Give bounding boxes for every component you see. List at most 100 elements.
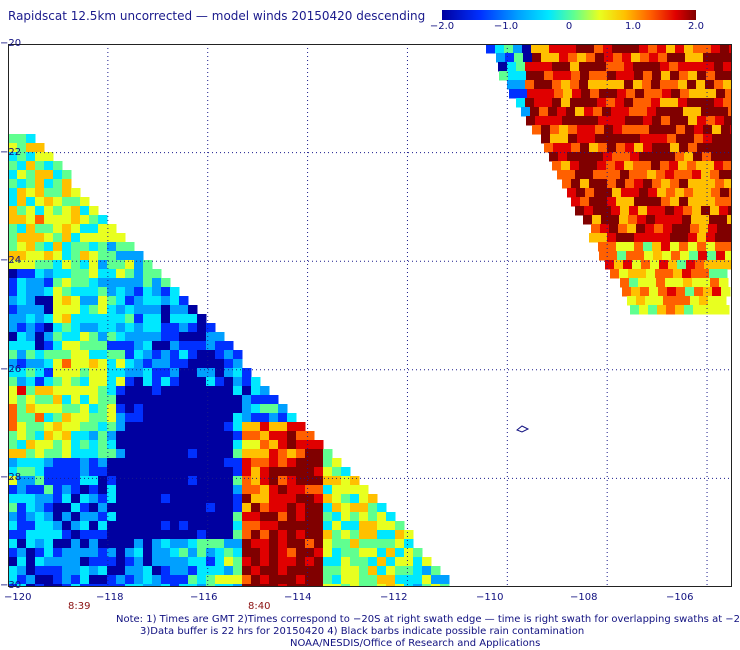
- swath-cell: [508, 71, 518, 81]
- swath-cell: [350, 557, 360, 567]
- swath-cell: [251, 548, 261, 558]
- swath-cell: [635, 251, 645, 261]
- swath-cell: [53, 476, 63, 486]
- swath-cell: [134, 332, 144, 342]
- swath-cell: [107, 233, 117, 243]
- swath-cell: [721, 125, 731, 135]
- swath-cell: [251, 566, 261, 576]
- swath-cell: [709, 269, 719, 279]
- swath-cell: [134, 386, 144, 396]
- swath-cell: [620, 206, 630, 216]
- swath-cell: [152, 548, 162, 558]
- swath-cell: [633, 161, 643, 171]
- swath-cell: [715, 197, 725, 207]
- swath-cell: [706, 116, 716, 126]
- swath-cell: [685, 134, 695, 144]
- swath-cell: [98, 431, 108, 441]
- swath-cell: [607, 71, 617, 81]
- swath-cell: [260, 503, 270, 513]
- swath-cell: [35, 458, 45, 468]
- swath-cell: [543, 80, 553, 90]
- swath-cell: [53, 413, 63, 423]
- swath-cell: [62, 269, 72, 279]
- swath-cell: [684, 152, 694, 162]
- swath-cell: [296, 539, 306, 549]
- swath-cell: [422, 557, 432, 567]
- swath-cell: [624, 80, 634, 90]
- swath-cell: [721, 134, 731, 144]
- swath-cell: [44, 512, 54, 522]
- swath-cell: [278, 494, 288, 504]
- swath-cell: [377, 530, 387, 540]
- swath-cell: [688, 71, 698, 81]
- swath-cell: [98, 242, 108, 252]
- swath-cell: [98, 224, 108, 234]
- swath-cell: [53, 332, 63, 342]
- swath-cell: [80, 521, 90, 531]
- swath-cell: [35, 350, 45, 360]
- swath-cell: [17, 287, 27, 297]
- swath-cell: [62, 521, 72, 531]
- swath-cell: [696, 80, 706, 90]
- swath-cell: [44, 467, 54, 477]
- swath-cell: [17, 233, 27, 243]
- swath-cell: [629, 278, 639, 288]
- swath-cell: [134, 449, 144, 459]
- swath-cell: [296, 440, 306, 450]
- swath-cell: [697, 179, 707, 189]
- swath-cell: [134, 305, 144, 315]
- swath-cell: [44, 413, 54, 423]
- swath-cell: [314, 512, 324, 522]
- swath-cell: [590, 89, 600, 99]
- swath-cell: [53, 494, 63, 504]
- swath-cell: [579, 161, 589, 171]
- swath-cell: [26, 413, 36, 423]
- swath-cell: [713, 260, 723, 270]
- swath-cell: [44, 152, 54, 162]
- swath-cell: [594, 152, 604, 162]
- swath-cell: [71, 260, 81, 270]
- swath-cell: [224, 467, 234, 477]
- swath-cell: [134, 494, 144, 504]
- swath-cell: [251, 386, 261, 396]
- swath-cell: [670, 197, 680, 207]
- swath-cell: [17, 350, 27, 360]
- swath-cell: [17, 548, 27, 558]
- swath-cell: [17, 440, 27, 450]
- swath-cell: [643, 197, 653, 207]
- swath-cell: [62, 566, 72, 576]
- swath-cell: [611, 170, 621, 180]
- swath-cell: [717, 224, 727, 234]
- swath-cell: [53, 386, 63, 396]
- swath-cell: [197, 350, 207, 360]
- swath-cell: [577, 125, 587, 135]
- swath-cell: [89, 404, 99, 414]
- swath-cell: [170, 449, 180, 459]
- swath-cell: [634, 71, 644, 81]
- swath-cell: [44, 314, 54, 324]
- swath-cell: [35, 161, 45, 171]
- swath-cell: [206, 521, 216, 531]
- swath-cell: [644, 251, 654, 261]
- swath-cell: [89, 332, 99, 342]
- swath-cell: [314, 521, 324, 531]
- swath-cell: [26, 422, 36, 432]
- swath-cell: [671, 251, 681, 261]
- swath-cell: [671, 89, 681, 99]
- swath-cell: [116, 485, 126, 495]
- swath-cell: [278, 566, 288, 576]
- swath-cell: [143, 278, 153, 288]
- swath-cell: [625, 179, 635, 189]
- swath-cell: [206, 557, 216, 567]
- swath-cell: [657, 44, 667, 54]
- swath-cell: [152, 575, 162, 585]
- swath-cell: [35, 359, 45, 369]
- swath-cell: [26, 332, 36, 342]
- swath-cell: [80, 242, 90, 252]
- swath-cell: [589, 233, 599, 243]
- swath-cell: [143, 296, 153, 306]
- swath-cell: [206, 485, 216, 495]
- swath-cell: [368, 494, 378, 504]
- swath-cell: [17, 476, 27, 486]
- swath-cell: [107, 539, 117, 549]
